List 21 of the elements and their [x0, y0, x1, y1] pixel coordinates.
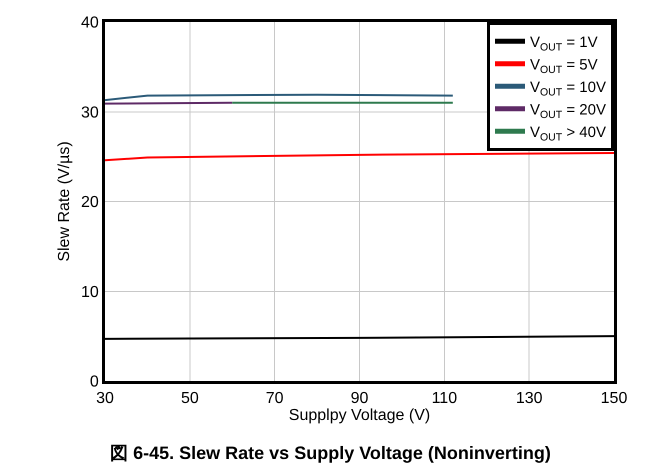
legend-label: V$_{OUT}$ = 10V [530, 79, 606, 98]
x-tick-label: 90 [350, 390, 368, 408]
y-tick-label: 40 [81, 14, 99, 32]
text: 図 6-45. Slew Rate vs Supply Voltage (Noninverting) [110, 443, 551, 464]
legend-label: V$_{OUT}$ > 40V [530, 124, 606, 144]
x-tick-label: 30 [96, 390, 114, 408]
y-tick-label: 20 [81, 194, 99, 212]
x-tick-label: 70 [266, 390, 284, 408]
x-axis-title: Supplpy Voltage (V) [288, 407, 430, 424]
line-series [105, 152, 614, 162]
legend-label: V$_{OUT}$ = 1V [530, 34, 598, 54]
x-tick-label: 110 [432, 390, 458, 408]
x-tick-label: 150 [600, 390, 628, 408]
x-tick-label: 50 [180, 390, 199, 408]
y-tick-label: 30 [81, 104, 99, 122]
x-tick-label: 130 [516, 390, 543, 408]
y-tick-label: 10 [81, 284, 99, 301]
legend-label: V$_{OUT}$ = 5V [530, 56, 598, 76]
legend-label: V$_{OUT}$ = 20V [530, 102, 606, 121]
y-tick-label: 0 [90, 374, 99, 391]
y-axis-title: Slew Rate (V/µs) [56, 141, 73, 262]
